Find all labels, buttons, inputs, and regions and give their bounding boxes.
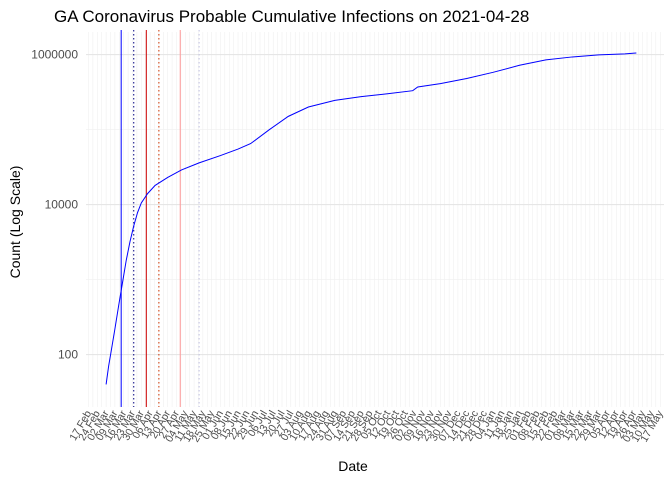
series-layer	[105, 52, 637, 385]
series-line-1	[105, 52, 637, 385]
chart-title: GA Coronavirus Probable Cumulative Infec…	[54, 7, 529, 26]
x-axis-title: Date	[338, 458, 368, 474]
y-tick-label: 10000	[45, 198, 79, 212]
reference-lines	[120, 30, 200, 407]
grid	[86, 32, 664, 407]
y-tick-label: 100	[58, 348, 78, 362]
y-axis-title: Count (Log Scale)	[7, 166, 23, 279]
y-axis-ticks: 100 10000 1000000	[31, 48, 78, 362]
y-tick-label: 1000000	[31, 48, 78, 62]
